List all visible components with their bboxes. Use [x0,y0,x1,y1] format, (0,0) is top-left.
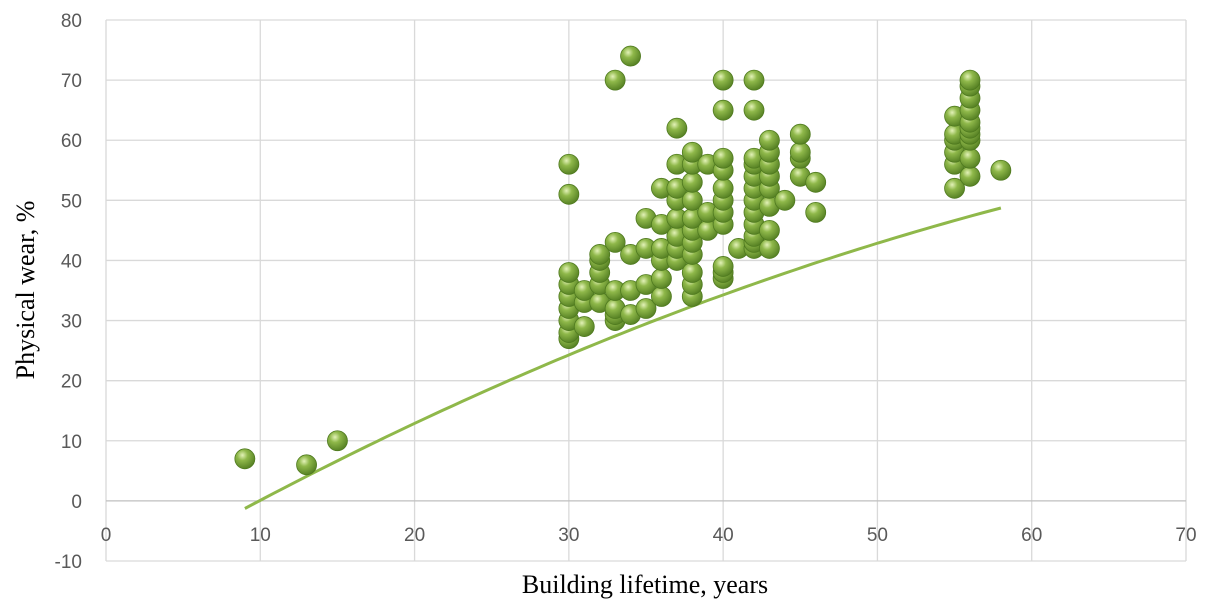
data-point [944,177,965,199]
tick-labels: 0 10 20 30 40 50 60 70 -10 0 10 20 30 40 50 60 70 80 [55,11,1197,573]
data-point [789,123,811,145]
data-point [712,69,734,91]
y-tick-label: 20 [61,372,82,393]
x-tick-label: 40 [713,525,734,546]
x-tick-label: 20 [404,525,425,546]
y-tick-label: 30 [61,312,82,333]
data-point [959,165,981,187]
data-point [774,189,796,211]
y-tick-label: 80 [61,11,82,32]
y-tick-label: 50 [61,191,82,212]
data-point [681,171,703,193]
data-point [651,286,672,307]
data-point [681,262,703,283]
data-point [743,99,765,121]
data-point [604,69,626,91]
data-point [990,159,1012,181]
y-tick-label: 60 [61,131,82,152]
data-point [558,153,580,175]
y-tick-label: -10 [55,552,82,573]
data-point [589,244,611,265]
data-point [558,262,580,283]
y-tick-label: 40 [61,251,82,272]
data-point [234,448,256,470]
y-tick-label: 10 [61,432,82,453]
data-point [959,69,981,91]
x-tick-label: 70 [1175,525,1196,546]
data-points [234,45,1012,476]
data-point [712,256,734,277]
data-point [681,141,703,163]
data-point [604,232,626,253]
data-point [805,171,827,193]
data-point [620,45,641,67]
x-tick-label: 60 [1021,525,1042,546]
data-point [558,183,580,205]
data-point [651,268,672,289]
y-axis-title: Physical wear, % [11,201,40,380]
y-tick-label: 0 [71,492,82,513]
data-point [296,454,317,476]
data-point [789,141,811,163]
data-point [759,129,780,151]
data-point [327,430,348,452]
data-point [712,177,734,199]
data-point [635,298,657,319]
y-tick-label: 70 [61,71,82,92]
data-point [805,201,827,223]
x-axis-title: Building lifetime, years [522,570,768,599]
x-tick-label: 50 [867,525,888,546]
data-point [743,69,765,91]
gridlines [105,19,1187,562]
x-tick-label: 30 [558,525,579,546]
data-point [573,316,595,337]
x-tick-label: 10 [250,525,271,546]
trendline-layer [244,206,1002,510]
trendline [244,206,1002,510]
data-point [959,147,981,169]
data-point [759,219,780,241]
data-point [759,238,780,259]
data-point [712,147,734,169]
data-point [666,117,688,139]
x-tick-label: 0 [101,525,112,546]
data-point [712,99,734,121]
